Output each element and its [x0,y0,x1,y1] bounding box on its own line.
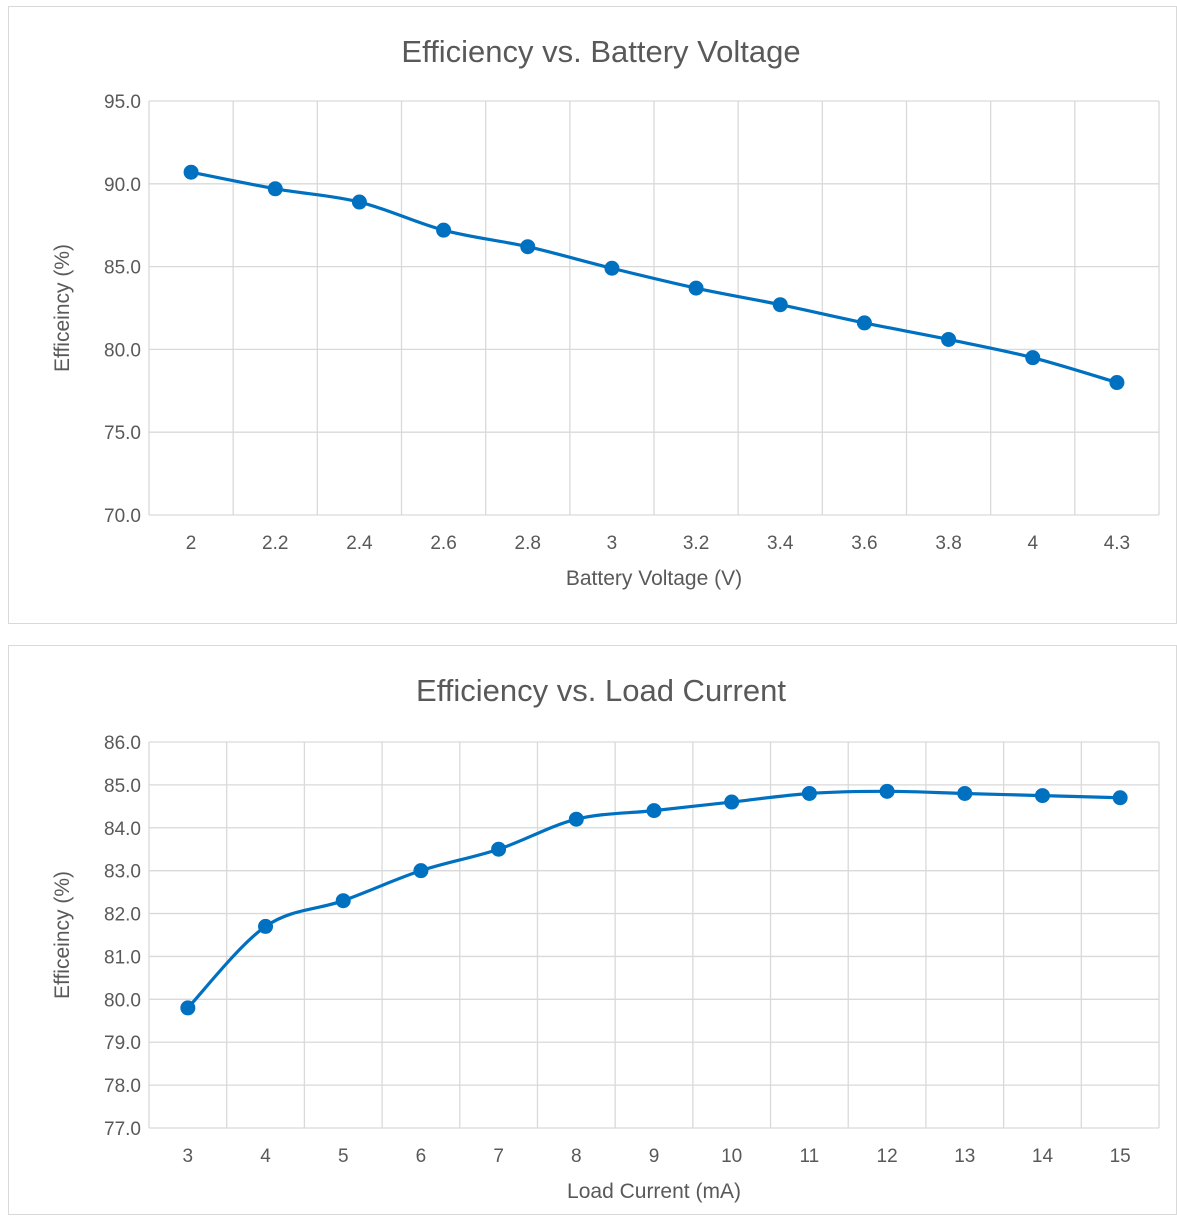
x-tick-label: 2.8 [515,533,541,554]
data-point [957,785,973,801]
x-tick-label: 3.6 [851,533,877,554]
y-tick-label: 70.0 [104,506,141,527]
data-point [879,783,895,799]
chart-panel-load-current: Efficiency vs. Load Current 77.0 78.0 79.0 8… [8,645,1177,1215]
chart-title: Efficiency vs. Load Current [416,673,786,708]
y-tick-label: 83.0 [104,862,141,883]
y-tick-label: 95.0 [104,92,141,113]
y-tick-label: 86.0 [104,733,141,754]
x-tick-label: 10 [721,1146,742,1167]
x-tick-label: 2.2 [262,533,288,554]
x-tick-label: 4 [1027,533,1038,554]
data-point [1109,375,1125,391]
series-line [189,170,1119,385]
x-tick-label: 3 [183,1146,194,1167]
data-point [856,315,872,331]
x-tick-label: 2.4 [346,533,373,554]
data-point [1025,350,1041,366]
data-point [1034,788,1050,804]
data-point [335,893,351,909]
y-axis-label: Efficeincy (%) [51,244,74,372]
data-point [267,181,283,197]
y-tick-label: 85.0 [104,776,141,797]
x-tick-label: 3 [607,533,618,554]
x-tick-label: 8 [571,1146,582,1167]
y-tick-label: 79.0 [104,1033,141,1054]
data-point [801,785,817,801]
data-point [724,794,740,810]
x-tick-label: 11 [800,1146,820,1167]
data-point [568,811,584,827]
x-axis-label: Load Current (mA) [567,1180,741,1203]
data-point [258,918,274,934]
y-tick-label: 90.0 [104,175,141,196]
data-point [436,222,452,238]
x-tick-label: 15 [1110,1146,1131,1167]
y-tick-label: 85.0 [104,258,141,279]
y-axis-label: Efficeincy (%) [51,871,74,999]
data-point [604,260,620,276]
data-point [183,164,199,180]
x-tick-label: 3.8 [935,533,961,554]
y-tick-label: 81.0 [104,947,141,968]
y-tick-label: 75.0 [104,423,141,444]
x-tick-label: 3.2 [683,533,709,554]
chart-battery-voltage: Efficiency vs. Battery Voltage 70.0 75.0 80… [51,34,1160,590]
data-point [491,841,507,857]
y-tick-label: 77.0 [104,1119,141,1140]
y-tick-label: 82.0 [104,905,141,926]
data-point [772,297,788,313]
data-point [1112,790,1128,806]
data-point [941,331,957,347]
data-point [520,239,536,255]
x-tick-label: 4.3 [1104,533,1130,554]
x-tick-label: 13 [954,1146,975,1167]
data-point [351,194,367,210]
chart-title: Efficiency vs. Battery Voltage [401,34,800,69]
x-tick-label: 2.6 [430,533,456,554]
x-tick-label: 14 [1032,1146,1054,1167]
x-tick-label: 2 [186,533,197,554]
x-tick-label: 4 [260,1146,271,1167]
x-tick-label: 9 [649,1146,660,1167]
data-point [413,863,429,879]
x-axis-label: Battery Voltage (V) [566,567,742,590]
data-point [688,280,704,296]
y-tick-label: 80.0 [104,990,141,1011]
x-tick-label: 7 [493,1146,504,1167]
y-tick-label: 78.0 [104,1076,141,1097]
data-point [180,1000,196,1016]
y-tick-label: 80.0 [104,340,141,361]
x-tick-label: 6 [416,1146,427,1167]
chart-load-current: Efficiency vs. Load Current 77.0 78.0 79.0 8… [51,673,1160,1203]
y-tick-label: 84.0 [104,819,141,840]
x-tick-label: 5 [338,1146,349,1167]
data-point [646,803,662,819]
x-tick-label: 12 [877,1146,898,1167]
x-tick-label: 3.4 [767,533,794,554]
chart-panel-battery-voltage: Efficiency vs. Battery Voltage 70.0 75.0 80… [8,6,1177,624]
series-line [186,789,1122,1010]
